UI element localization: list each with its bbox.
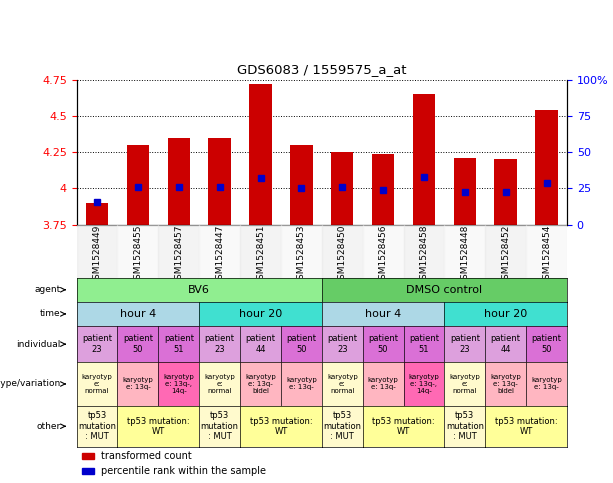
Text: time: time bbox=[40, 310, 60, 318]
Text: patient
50: patient 50 bbox=[531, 334, 562, 354]
Bar bbox=[331, 152, 354, 225]
Bar bbox=[535, 110, 558, 225]
Text: GSM1528457: GSM1528457 bbox=[174, 225, 183, 285]
Text: hour 4: hour 4 bbox=[365, 309, 402, 319]
Bar bbox=[240, 225, 281, 278]
Text: tp53
mutation
: MUT: tp53 mutation : MUT bbox=[78, 412, 116, 441]
Text: patient
51: patient 51 bbox=[409, 334, 439, 354]
Text: patient
50: patient 50 bbox=[123, 334, 153, 354]
Bar bbox=[127, 145, 149, 225]
Bar bbox=[77, 225, 118, 278]
Text: hour 20: hour 20 bbox=[484, 309, 527, 319]
Text: GSM1528454: GSM1528454 bbox=[542, 225, 551, 285]
Text: karyotyp
e: 13q-,
14q-: karyotyp e: 13q-, 14q- bbox=[409, 374, 440, 394]
Text: GSM1528458: GSM1528458 bbox=[419, 225, 428, 285]
Text: karyotyp
e: 13q-
bidel: karyotyp e: 13q- bidel bbox=[490, 374, 521, 394]
Text: tp53
mutation
: MUT: tp53 mutation : MUT bbox=[446, 412, 484, 441]
Text: GSM1528455: GSM1528455 bbox=[134, 225, 142, 285]
Text: karyotyp
e: 13q-,
14q-: karyotyp e: 13q-, 14q- bbox=[164, 374, 194, 394]
Text: GSM1528453: GSM1528453 bbox=[297, 225, 306, 285]
Bar bbox=[86, 203, 109, 225]
Bar bbox=[82, 453, 94, 459]
Bar bbox=[118, 225, 158, 278]
Bar bbox=[495, 159, 517, 225]
Bar bbox=[281, 225, 322, 278]
Text: BV6: BV6 bbox=[188, 285, 210, 295]
Bar bbox=[158, 225, 199, 278]
Text: karyotyp
e: 13q-: karyotyp e: 13q- bbox=[531, 378, 562, 390]
Text: tp53
mutation
: MUT: tp53 mutation : MUT bbox=[323, 412, 361, 441]
Text: GSM1528447: GSM1528447 bbox=[215, 225, 224, 285]
Text: patient
23: patient 23 bbox=[205, 334, 235, 354]
Text: patient
23: patient 23 bbox=[450, 334, 480, 354]
Text: hour 4: hour 4 bbox=[120, 309, 156, 319]
Text: patient
23: patient 23 bbox=[327, 334, 357, 354]
Text: GSM1528451: GSM1528451 bbox=[256, 225, 265, 285]
Bar bbox=[454, 158, 476, 225]
Text: patient
44: patient 44 bbox=[246, 334, 275, 354]
Text: karyotyp
e: 13q-: karyotyp e: 13q- bbox=[368, 378, 398, 390]
Bar bbox=[403, 225, 444, 278]
Text: GSM1528452: GSM1528452 bbox=[501, 225, 510, 285]
Bar bbox=[82, 468, 94, 474]
Text: karyotyp
e:
normal: karyotyp e: normal bbox=[449, 374, 480, 394]
Bar bbox=[249, 84, 272, 225]
Text: tp53 mutation:
WT: tp53 mutation: WT bbox=[249, 416, 312, 436]
Text: patient
23: patient 23 bbox=[82, 334, 112, 354]
Text: hour 20: hour 20 bbox=[239, 309, 282, 319]
Text: karyotyp
e: 13q-: karyotyp e: 13q- bbox=[286, 378, 317, 390]
Bar bbox=[444, 225, 485, 278]
Text: GSM1528449: GSM1528449 bbox=[93, 225, 102, 285]
Text: GSM1528450: GSM1528450 bbox=[338, 225, 347, 285]
Text: transformed count: transformed count bbox=[101, 451, 192, 461]
Text: karyotyp
e: 13q-
bidel: karyotyp e: 13q- bidel bbox=[245, 374, 276, 394]
Bar bbox=[413, 94, 435, 225]
Bar bbox=[208, 138, 231, 225]
Text: karyotyp
e:
normal: karyotyp e: normal bbox=[82, 374, 112, 394]
Bar bbox=[167, 138, 190, 225]
Text: tp53 mutation:
WT: tp53 mutation: WT bbox=[372, 416, 435, 436]
Text: karyotyp
e:
normal: karyotyp e: normal bbox=[204, 374, 235, 394]
Text: tp53
mutation
: MUT: tp53 mutation : MUT bbox=[200, 412, 238, 441]
Text: GSM1528456: GSM1528456 bbox=[379, 225, 387, 285]
Text: patient
51: patient 51 bbox=[164, 334, 194, 354]
Bar bbox=[526, 225, 567, 278]
Text: patient
44: patient 44 bbox=[491, 334, 520, 354]
Title: GDS6083 / 1559575_a_at: GDS6083 / 1559575_a_at bbox=[237, 63, 406, 76]
Text: patient
50: patient 50 bbox=[368, 334, 398, 354]
Bar bbox=[199, 225, 240, 278]
Text: tp53 mutation:
WT: tp53 mutation: WT bbox=[127, 416, 189, 436]
Bar bbox=[485, 225, 526, 278]
Bar bbox=[322, 225, 363, 278]
Text: agent: agent bbox=[34, 285, 60, 294]
Text: percentile rank within the sample: percentile rank within the sample bbox=[101, 466, 266, 476]
Text: tp53 mutation:
WT: tp53 mutation: WT bbox=[495, 416, 557, 436]
Text: individual: individual bbox=[16, 340, 60, 349]
Bar bbox=[290, 145, 313, 225]
Bar bbox=[363, 225, 403, 278]
Text: GSM1528448: GSM1528448 bbox=[460, 225, 470, 285]
Text: genotype/variation: genotype/variation bbox=[0, 380, 60, 388]
Text: karyotyp
e: 13q-: karyotyp e: 13q- bbox=[123, 378, 153, 390]
Text: karyotyp
e:
normal: karyotyp e: normal bbox=[327, 374, 357, 394]
Text: patient
50: patient 50 bbox=[286, 334, 316, 354]
Text: DMSO control: DMSO control bbox=[406, 285, 482, 295]
Bar bbox=[372, 154, 394, 225]
Text: other: other bbox=[36, 422, 60, 431]
